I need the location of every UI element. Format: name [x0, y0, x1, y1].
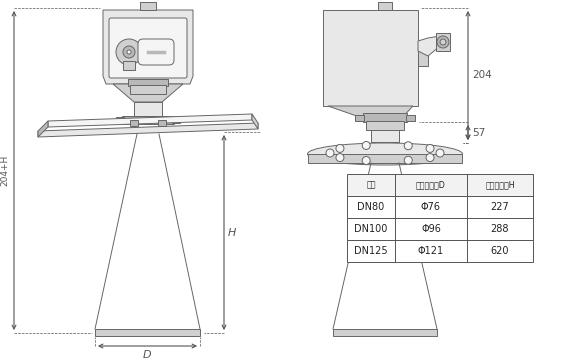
Bar: [158, 120, 166, 126]
Text: 喇叭口高度H: 喇叭口高度H: [485, 181, 515, 190]
Bar: [371, 121, 399, 142]
Bar: [134, 102, 162, 116]
Text: Φ121: Φ121: [418, 246, 444, 256]
Bar: [140, 2, 156, 10]
FancyBboxPatch shape: [109, 18, 187, 78]
Circle shape: [426, 154, 434, 162]
Polygon shape: [252, 114, 258, 129]
Circle shape: [123, 46, 135, 58]
Circle shape: [404, 156, 413, 164]
Circle shape: [440, 39, 446, 45]
Text: 57: 57: [472, 127, 485, 138]
Polygon shape: [113, 84, 183, 102]
Bar: [366, 121, 404, 130]
Bar: [355, 115, 364, 121]
Circle shape: [336, 145, 344, 153]
Bar: [122, 116, 174, 124]
Bar: [347, 240, 533, 262]
Bar: [378, 2, 392, 10]
Text: H: H: [228, 228, 236, 237]
Text: DN100: DN100: [354, 224, 387, 234]
Bar: [436, 33, 450, 51]
Text: 227: 227: [490, 202, 509, 212]
Bar: [123, 61, 135, 70]
Circle shape: [326, 149, 334, 157]
Polygon shape: [38, 121, 48, 137]
Polygon shape: [48, 114, 252, 127]
Bar: [116, 117, 124, 123]
Polygon shape: [328, 106, 413, 121]
Bar: [347, 218, 533, 240]
Bar: [347, 196, 533, 218]
Bar: [363, 113, 407, 122]
Text: D: D: [143, 350, 152, 360]
Bar: [333, 329, 437, 336]
Bar: [130, 120, 138, 126]
Text: 288: 288: [490, 224, 509, 234]
FancyBboxPatch shape: [138, 39, 174, 65]
Circle shape: [404, 142, 413, 150]
Text: Φ76: Φ76: [421, 202, 441, 212]
Text: 204: 204: [472, 71, 492, 80]
Text: Φ96: Φ96: [421, 224, 441, 234]
Text: DN125: DN125: [354, 246, 388, 256]
Bar: [128, 79, 168, 86]
Polygon shape: [38, 123, 258, 137]
Circle shape: [436, 149, 444, 157]
Circle shape: [127, 50, 131, 54]
Polygon shape: [308, 154, 462, 163]
Polygon shape: [418, 36, 440, 56]
Text: DN80: DN80: [357, 202, 385, 212]
Text: 620: 620: [490, 246, 509, 256]
Bar: [347, 174, 533, 196]
Text: 喇叭口直径D: 喇叭口直径D: [416, 181, 446, 190]
Bar: [323, 10, 418, 106]
Circle shape: [437, 36, 449, 48]
Bar: [418, 46, 428, 66]
Text: 204+H: 204+H: [0, 155, 9, 186]
Circle shape: [426, 145, 434, 153]
Text: 法兰: 法兰: [366, 181, 376, 190]
Circle shape: [362, 142, 370, 150]
Circle shape: [336, 154, 344, 162]
Bar: [95, 329, 200, 336]
Polygon shape: [103, 10, 193, 84]
Bar: [172, 117, 180, 123]
Ellipse shape: [307, 143, 463, 165]
Circle shape: [116, 39, 142, 65]
Circle shape: [362, 157, 370, 165]
Bar: [406, 115, 415, 121]
Bar: [130, 85, 166, 94]
